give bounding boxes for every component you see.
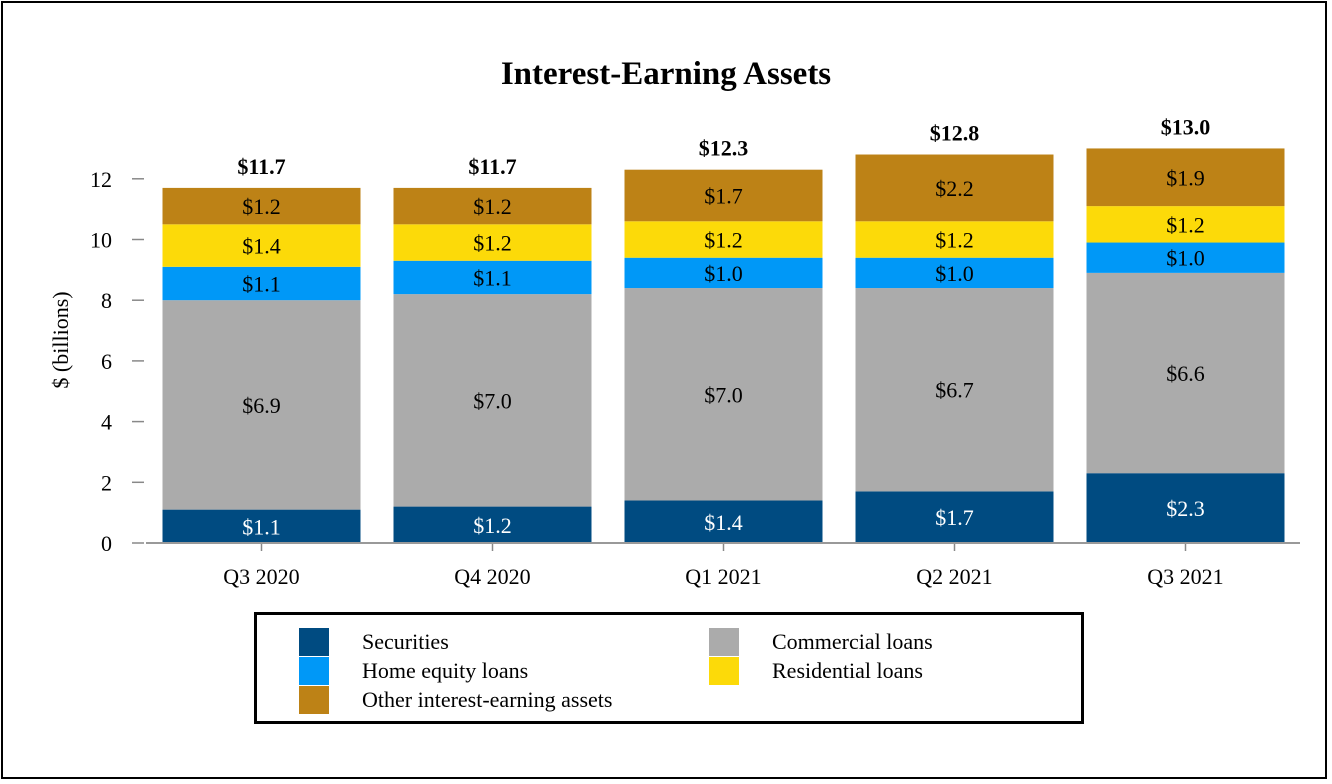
bar-securities-q1-2021 [624,500,823,543]
bar-residential-loans-q3-2020 [162,224,361,267]
data-label-home-equity-loans-q2-2021: $1.0 [935,261,974,286]
bar-home-equity-loans-q1-2021 [624,257,823,289]
legend-swatch-residential-loans [709,657,739,685]
bar-securities-q4-2020 [393,506,592,543]
legend-item-residential-loans: Residential loans [709,657,923,685]
data-label-securities-q3-2020: $1.1 [242,514,281,539]
bar-securities-q2-2021 [855,491,1054,543]
y-tick-label-12: 12 [90,167,112,192]
x-tick-label-q2-2021: Q2 2021 [916,564,992,589]
data-label-home-equity-loans-q3-2020: $1.1 [242,272,281,297]
bar-home-equity-loans-q4-2020 [393,260,592,295]
legend-item-commercial-loans: Commercial loans [709,628,933,656]
x-tick-label-q3-2021: Q3 2021 [1147,564,1223,589]
x-tick-label-q4-2020: Q4 2020 [454,564,530,589]
data-label-securities-q1-2021: $1.4 [704,510,743,535]
legend-label-securities: Securities [362,629,449,654]
bar-securities-q3-2020 [162,509,361,543]
total-label-q1-2021: $12.3 [699,136,749,161]
data-label-other-interest-earning-assets-q4-2020: $1.2 [473,194,512,219]
data-label-securities-q2-2021: $1.7 [935,505,974,530]
data-label-residential-loans-q4-2020: $1.2 [473,231,512,256]
bar-securities-q3-2021 [1086,473,1285,543]
total-label-q2-2021: $12.8 [930,121,980,146]
bar-home-equity-loans-q3-2021 [1086,242,1285,273]
data-label-commercial-loans-q3-2021: $6.6 [1166,361,1205,386]
data-label-residential-loans-q2-2021: $1.2 [935,228,974,253]
x-tick-label-q1-2021: Q1 2021 [685,564,761,589]
legend-swatch-commercial-loans [709,628,739,656]
data-label-other-interest-earning-assets-q3-2020: $1.2 [242,194,281,219]
data-label-commercial-loans-q3-2020: $6.9 [242,393,281,418]
data-label-residential-loans-q3-2020: $1.4 [242,234,281,259]
bar-commercial-loans-q2-2021 [855,288,1054,492]
data-label-securities-q4-2020: $1.2 [473,513,512,538]
total-label-q3-2021: $13.0 [1161,114,1211,139]
bar-residential-loans-q2-2021 [855,221,1054,258]
y-tick-label-10: 10 [90,228,112,253]
legend-item-securities: Securities [299,628,449,656]
legend-swatch-securities [299,628,329,656]
bar-other-interest-earning-assets-q3-2021 [1086,148,1285,207]
bar-other-interest-earning-assets-q1-2021 [624,169,823,222]
bar-home-equity-loans-q2-2021 [855,257,1054,289]
legend-swatch-other-interest-earning-assets [299,686,329,714]
data-label-other-interest-earning-assets-q2-2021: $2.2 [935,176,974,201]
legend-swatch-home-equity-loans [299,657,329,685]
legend: Securities Commercial loans Home equity … [254,612,1084,724]
legend-label-other-interest-earning-assets: Other interest-earning assets [362,687,613,712]
data-label-other-interest-earning-assets-q1-2021: $1.7 [704,183,743,208]
data-label-securities-q3-2021: $2.3 [1166,496,1205,521]
data-label-commercial-loans-q1-2021: $7.0 [704,382,743,407]
bar-commercial-loans-q3-2020 [162,300,361,510]
y-tick-label-0: 0 [101,531,112,556]
bar-other-interest-earning-assets-q2-2021 [855,154,1054,222]
data-label-home-equity-loans-q3-2021: $1.0 [1166,246,1205,271]
y-axis-label: $ (billions) [48,291,73,388]
y-tick-label-6: 6 [101,349,112,374]
y-tick-label-4: 4 [101,410,112,435]
chart-title: Interest-Earning Assets [500,56,832,92]
bar-residential-loans-q4-2020 [393,224,592,261]
bar-other-interest-earning-assets-q4-2020 [393,187,592,225]
bar-residential-loans-q3-2021 [1086,206,1285,243]
x-tick-label-q3-2020: Q3 2020 [223,564,299,589]
bar-other-interest-earning-assets-q3-2020 [162,187,361,225]
bar-residential-loans-q1-2021 [624,221,823,258]
data-label-home-equity-loans-q1-2021: $1.0 [704,261,743,286]
data-label-commercial-loans-q4-2020: $7.0 [473,388,512,413]
bar-commercial-loans-q1-2021 [624,288,823,501]
y-tick-label-8: 8 [101,288,112,313]
data-label-residential-loans-q1-2021: $1.2 [704,228,743,253]
legend-item-other-interest-earning-assets: Other interest-earning assets [299,686,612,714]
bar-commercial-loans-q4-2020 [393,294,592,507]
data-label-commercial-loans-q2-2021: $6.7 [935,378,974,403]
data-label-residential-loans-q3-2021: $1.2 [1166,212,1205,237]
total-label-q4-2020: $11.7 [468,154,516,179]
total-label-q3-2020: $11.7 [237,154,285,179]
y-tick-label-2: 2 [101,470,112,495]
legend-item-home-equity-loans: Home equity loans [299,657,528,685]
data-label-other-interest-earning-assets-q3-2021: $1.9 [1166,165,1205,190]
data-label-home-equity-loans-q4-2020: $1.1 [473,265,512,290]
legend-label-home-equity-loans: Home equity loans [362,658,529,683]
bar-commercial-loans-q3-2021 [1086,272,1285,474]
legend-label-commercial-loans: Commercial loans [772,629,933,654]
bar-home-equity-loans-q3-2020 [162,266,361,301]
legend-label-residential-loans: Residential loans [772,658,923,683]
